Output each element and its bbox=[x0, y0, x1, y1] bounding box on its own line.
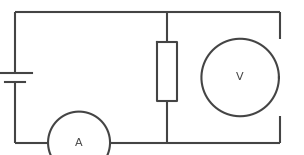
Text: A: A bbox=[75, 138, 83, 148]
Text: V: V bbox=[236, 73, 244, 82]
